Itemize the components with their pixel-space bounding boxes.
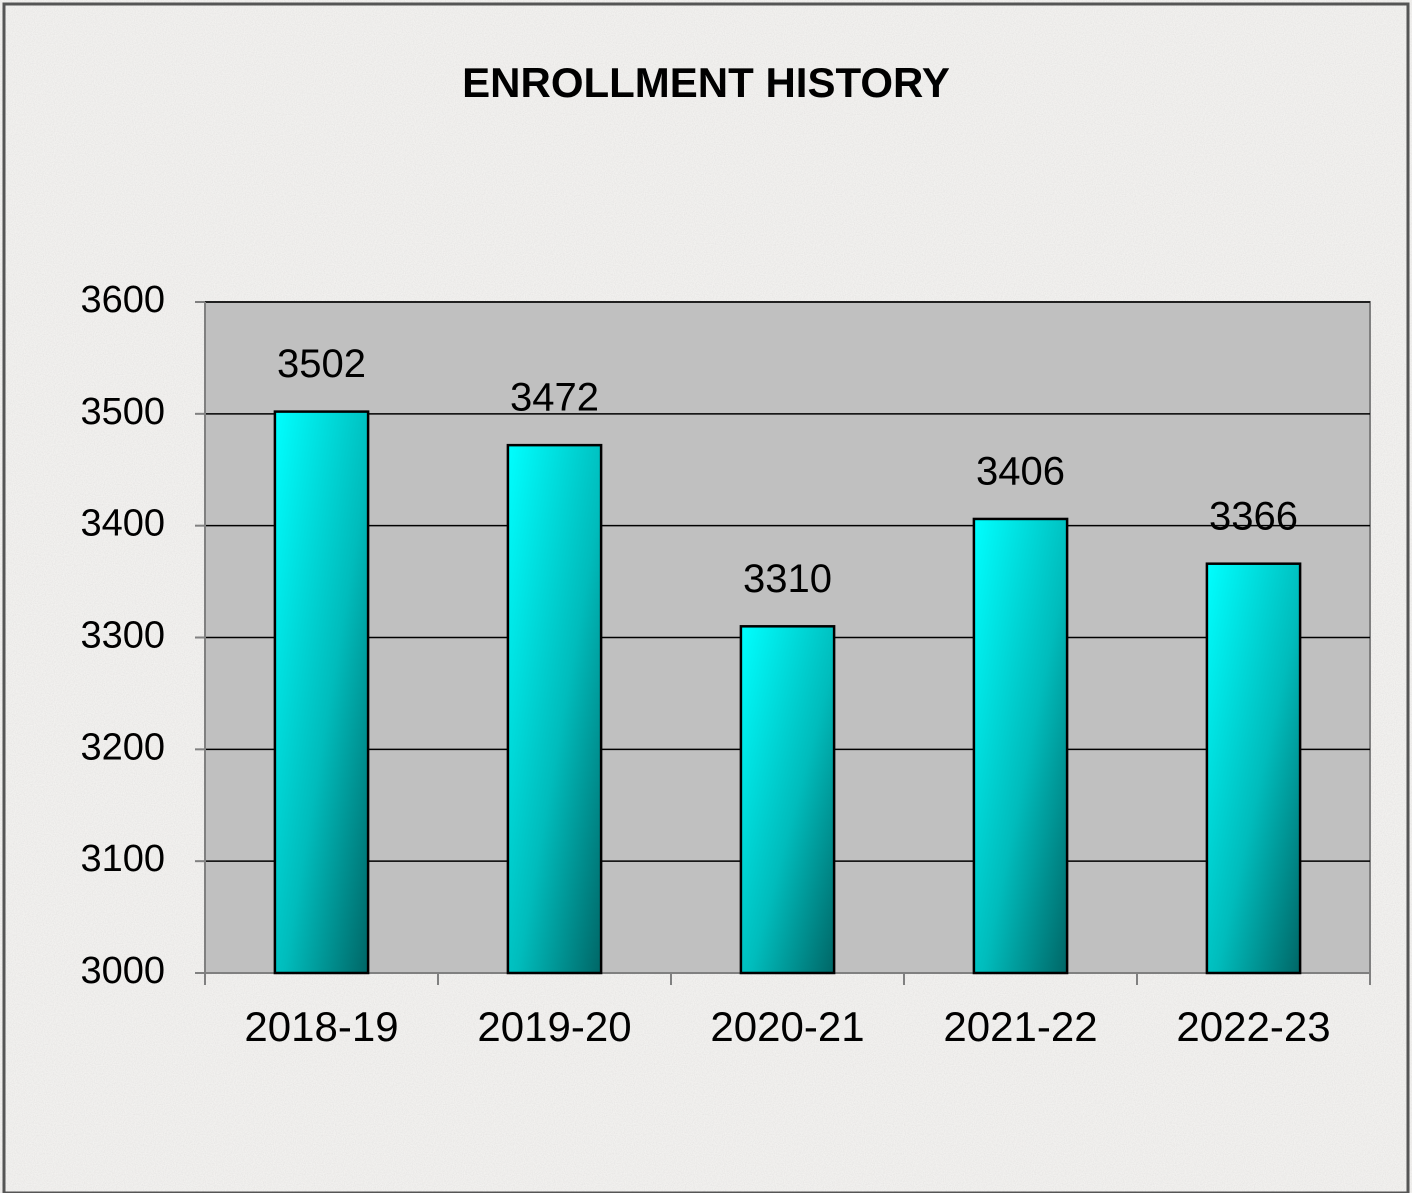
y-tick-label: 3400 [80,503,165,545]
y-tick-label: 3200 [80,726,165,768]
y-tick-label: 3100 [80,838,165,880]
bar [739,625,836,975]
data-label: 3406 [976,450,1065,494]
x-tick-label: 2018-19 [244,1003,398,1050]
x-tick-label: 2021-22 [943,1003,1097,1050]
x-tick-label: 2019-20 [477,1003,631,1050]
chart-title: ENROLLMENT HISTORY [462,59,950,106]
bar [972,517,1069,975]
y-tick-label: 3300 [80,615,165,657]
x-tick-label: 2022-23 [1176,1003,1330,1050]
data-label: 3502 [277,342,366,386]
data-label: 3310 [743,557,832,601]
data-label: 3472 [510,376,599,420]
bar [273,410,370,975]
data-label: 3366 [1209,494,1298,538]
bar [506,443,603,975]
y-tick-label: 3600 [80,279,165,321]
bar [1205,562,1302,975]
x-tick-label: 2020-21 [710,1003,864,1050]
y-tick-label: 3500 [80,391,165,433]
y-tick-label: 3000 [80,950,165,992]
